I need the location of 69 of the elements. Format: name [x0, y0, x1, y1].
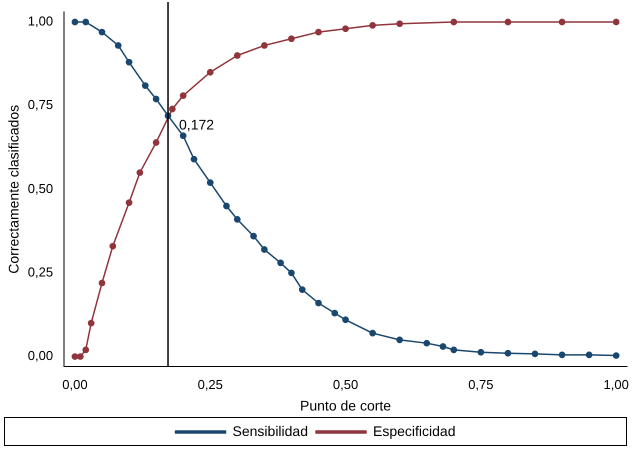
- point: [423, 340, 430, 347]
- x-tick-label: 0,75: [468, 376, 494, 392]
- point: [98, 28, 106, 36]
- legend-label: Sensibilidad: [232, 422, 308, 439]
- point: [331, 310, 338, 316]
- point: [234, 52, 241, 59]
- point: [586, 352, 592, 358]
- point: [342, 316, 349, 324]
- y-tick-label: 1,00: [28, 14, 54, 29]
- x-tick-label: 0,25: [198, 376, 223, 392]
- point: [180, 92, 187, 99]
- point: [288, 35, 295, 42]
- point: [369, 22, 376, 29]
- point: [142, 82, 149, 89]
- point: [277, 260, 284, 266]
- point: [315, 28, 322, 36]
- point: [440, 343, 446, 350]
- point: [234, 216, 241, 223]
- point: [261, 42, 268, 49]
- point: [169, 106, 176, 112]
- point: [136, 169, 144, 176]
- point: [190, 156, 198, 163]
- point: [98, 280, 106, 286]
- point: [206, 68, 214, 76]
- y-tick-label: 0,50: [28, 180, 54, 196]
- point: [450, 18, 458, 26]
- point: [82, 18, 90, 26]
- y-tick-label: 0,00: [28, 348, 54, 364]
- point: [396, 20, 404, 28]
- point: [450, 346, 458, 354]
- point: [76, 353, 84, 360]
- point: [180, 132, 187, 140]
- point: [396, 336, 404, 344]
- point: [558, 18, 566, 26]
- point: [342, 25, 349, 32]
- point: [315, 300, 322, 306]
- x-tick-label: 0,00: [62, 376, 88, 392]
- point: [206, 179, 214, 186]
- point: [532, 350, 538, 358]
- y-tick-label: 0,25: [28, 264, 54, 280]
- legend-label: Especificidad: [373, 422, 456, 439]
- point: [82, 346, 90, 354]
- ref-line-label: 0,172: [179, 116, 214, 133]
- point: [114, 42, 122, 49]
- point: [72, 353, 78, 360]
- point: [369, 330, 376, 336]
- point: [504, 350, 512, 357]
- point: [261, 246, 268, 253]
- point: [223, 202, 230, 210]
- point: [126, 199, 132, 206]
- point: [612, 18, 620, 26]
- point: [504, 18, 512, 26]
- point: [288, 270, 295, 276]
- x-tick-label: 1,00: [604, 376, 629, 392]
- x-tick-label: 0,50: [332, 376, 358, 392]
- point: [152, 96, 160, 102]
- point: [478, 348, 484, 356]
- point: [88, 320, 95, 326]
- point: [558, 352, 566, 358]
- x-axis-title: Punto de corte: [300, 397, 392, 414]
- point: [152, 139, 160, 146]
- point: [109, 242, 116, 250]
- y-axis-title: Correctamente clasificados: [5, 104, 22, 274]
- point: [250, 232, 257, 240]
- point: [72, 18, 78, 26]
- point: [298, 286, 306, 294]
- point: [612, 352, 620, 359]
- point: [126, 58, 132, 66]
- y-tick-label: 0,75: [28, 97, 54, 112]
